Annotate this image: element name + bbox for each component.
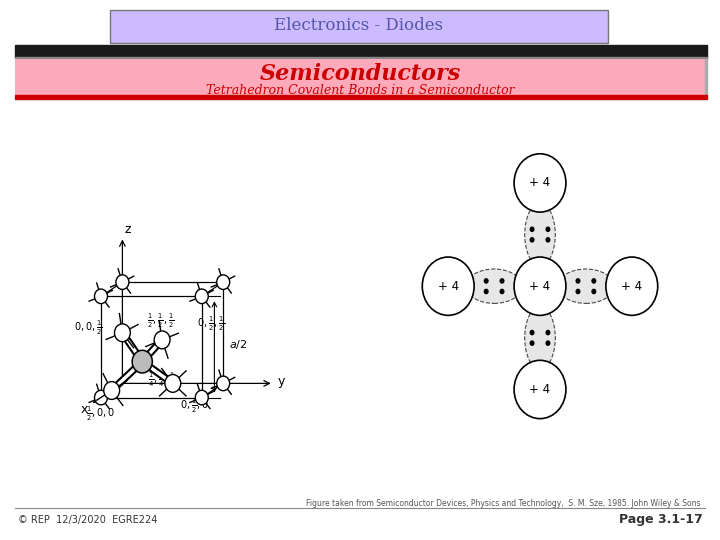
Text: $\frac{1}{2}, 0, 0$: $\frac{1}{2}, 0, 0$	[86, 405, 115, 423]
Text: Electronics - Diodes: Electronics - Diodes	[274, 17, 444, 35]
Circle shape	[195, 390, 208, 405]
Circle shape	[546, 226, 550, 232]
Bar	[15, 45, 707, 58]
Circle shape	[500, 278, 505, 284]
Circle shape	[104, 382, 120, 400]
Circle shape	[546, 330, 550, 335]
Circle shape	[575, 288, 580, 294]
Circle shape	[529, 226, 534, 232]
Text: + 4: + 4	[529, 383, 551, 396]
Text: Semiconductors: Semiconductors	[259, 63, 461, 85]
Bar	[110, 10, 608, 43]
Circle shape	[114, 324, 130, 342]
Circle shape	[500, 288, 505, 294]
Ellipse shape	[558, 269, 613, 303]
Text: y: y	[278, 375, 285, 388]
Text: $0, \frac{1}{2}, 0$: $0, \frac{1}{2}, 0$	[181, 396, 210, 415]
Bar	[15, 57, 707, 59]
Text: + 4: + 4	[621, 280, 642, 293]
Text: $\frac{1}{4}, \frac{1}{4}, \frac{1}{4}$: $\frac{1}{4}, \frac{1}{4}, \frac{1}{4}$	[148, 371, 176, 389]
Circle shape	[575, 278, 580, 284]
Text: x: x	[80, 403, 88, 416]
Circle shape	[546, 340, 550, 346]
Circle shape	[606, 257, 657, 315]
Text: Tetrahedron Covalent Bonds in a Semiconductor: Tetrahedron Covalent Bonds in a Semicond…	[206, 84, 514, 97]
Text: $a/2$: $a/2$	[229, 339, 247, 352]
Ellipse shape	[467, 269, 522, 303]
Circle shape	[514, 154, 566, 212]
Bar	[705, 59, 707, 95]
Circle shape	[132, 350, 153, 373]
Circle shape	[422, 257, 474, 315]
Text: © REP  12/3/2020  EGRE224: © REP 12/3/2020 EGRE224	[18, 515, 158, 525]
Ellipse shape	[525, 203, 555, 266]
Text: $0, 0, \frac{1}{2}$: $0, 0, \frac{1}{2}$	[74, 319, 102, 337]
Text: z: z	[125, 222, 131, 235]
Circle shape	[94, 390, 107, 405]
Circle shape	[514, 360, 566, 418]
Circle shape	[94, 289, 107, 303]
Circle shape	[217, 376, 230, 391]
Circle shape	[195, 289, 208, 303]
Circle shape	[591, 278, 596, 284]
Text: + 4: + 4	[529, 177, 551, 190]
Text: + 4: + 4	[438, 280, 459, 293]
Text: Page 3.1-17: Page 3.1-17	[619, 514, 703, 526]
Circle shape	[217, 275, 230, 289]
Text: Figure taken from Semiconductor Devices, Physics and Technology,  S. M. Sze, 198: Figure taken from Semiconductor Devices,…	[305, 498, 700, 508]
Bar	[15, 95, 707, 99]
Circle shape	[529, 330, 534, 335]
Circle shape	[546, 237, 550, 242]
Text: + 4: + 4	[529, 280, 551, 293]
Circle shape	[529, 237, 534, 242]
Circle shape	[514, 257, 566, 315]
Ellipse shape	[525, 306, 555, 369]
Circle shape	[591, 288, 596, 294]
Circle shape	[484, 278, 489, 284]
Text: $0, \frac{1}{2}, \frac{1}{2}$: $0, \frac{1}{2}, \frac{1}{2}$	[197, 315, 225, 333]
Circle shape	[154, 331, 170, 349]
Circle shape	[529, 340, 534, 346]
Circle shape	[165, 375, 181, 392]
Bar	[15, 59, 707, 95]
Circle shape	[484, 288, 489, 294]
Text: $\frac{1}{2}, \frac{1}{2}, \frac{1}{2}$: $\frac{1}{2}, \frac{1}{2}, \frac{1}{2}$	[147, 311, 174, 329]
Circle shape	[116, 275, 129, 289]
